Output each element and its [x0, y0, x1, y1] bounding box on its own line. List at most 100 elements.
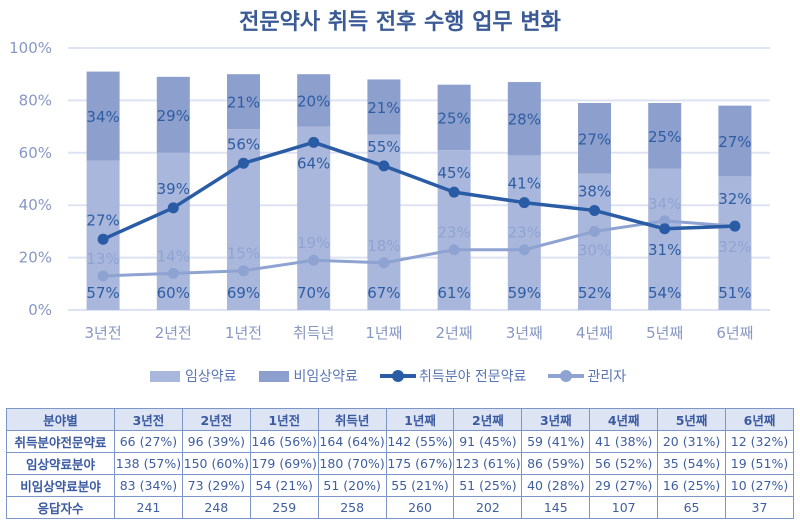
table-cell: 179 (69%) [249, 452, 319, 475]
table-header-cell: 6년째 [725, 408, 794, 431]
bar-label-clinical: 51% [718, 284, 751, 302]
table-cell: 248 [181, 496, 251, 519]
table-header-cell: 취득년 [317, 408, 387, 431]
table-cell: 107 [589, 496, 659, 519]
line-label-manager: 15% [227, 245, 260, 263]
bar-label-non-clinical: 25% [437, 109, 470, 127]
bar-non-clinical [297, 74, 331, 127]
y-tick-label: 80% [19, 91, 52, 109]
table-cell: 35 (54%) [657, 452, 727, 475]
bar-labels: 57% 34% 60% 29% 69% 21% 70% 20% 67% 21% 61% 25% 59% 2… [86, 92, 751, 302]
y-tick-label: 100% [9, 39, 52, 57]
marker-manager [238, 265, 249, 277]
x-tick-label: 2년전 [155, 324, 192, 340]
bar-clinical [718, 176, 752, 310]
bar-clinical [297, 126, 331, 310]
legend-label: 취득분야 전문약료 [418, 369, 527, 385]
line-label-manager: 23% [508, 224, 541, 242]
legend-item-non-clinical[interactable]: 비임상약료 [258, 366, 358, 386]
table-row: 임상약료분야 138 (57%) 150 (60%) 179 (69%) 180 (70… [6, 452, 794, 475]
line-manager [103, 219, 736, 278]
marker-specialist [589, 204, 600, 216]
table-cell: 66 (27%) [114, 430, 183, 453]
marker-manager [518, 244, 530, 256]
table-cell: 91 (45%) [453, 430, 523, 453]
bar-clinical [156, 152, 190, 310]
legend-item-specialist[interactable]: 취득분야 전문약료 [379, 366, 527, 386]
table-cell: 175 (67%) [385, 452, 455, 475]
line-label-specialist: 56% [227, 135, 260, 153]
bar-label-clinical: 54% [648, 284, 681, 302]
table-cell: 241 [114, 496, 183, 519]
bar-label-clinical: 69% [227, 284, 260, 302]
x-tick-label: 2년째 [436, 324, 473, 340]
line-label-specialist: 31% [648, 241, 681, 259]
bars [86, 71, 752, 310]
marker-manager [167, 267, 179, 279]
bar-label-non-clinical: 27% [578, 130, 611, 148]
table-cell: 56 (52%) [589, 452, 659, 475]
line-label-specialist: 45% [437, 164, 470, 182]
bar-label-non-clinical: 25% [648, 128, 681, 146]
y-tick-label: 60% [19, 144, 52, 162]
table-cell: 96 (39%) [181, 430, 251, 453]
bar-label-clinical: 52% [578, 284, 611, 302]
legend-item-manager[interactable]: 관리자 [548, 366, 626, 386]
table-header-cell: 2년전 [181, 408, 251, 431]
x-tick-label: 6년째 [716, 324, 753, 340]
bar-clinical [227, 129, 260, 310]
table-header-cell: 3년전 [114, 408, 183, 431]
table-header-cell: 1년째 [385, 408, 455, 431]
table-cell: 37 [725, 496, 794, 519]
line-label-manager: 18% [367, 237, 400, 255]
table-row-label: 취득분야전문약료 [6, 430, 115, 453]
line-labels: 27% 39% 56% 64% 55% 45% 41% 38% 31% 32% 13% 14% 15% 1… [86, 135, 751, 268]
bar-label-clinical: 67% [367, 284, 400, 302]
bar-non-clinical [156, 76, 190, 153]
table-row-label: 임상약료분야 [6, 452, 115, 475]
table-header-cell: 2년째 [453, 408, 523, 431]
legend-item-clinical[interactable]: 임상약료 [150, 366, 237, 386]
table-cell: 202 [453, 496, 523, 519]
x-tick-label: 1년째 [365, 324, 402, 340]
data-table: 분야별 3년전 2년전 1년전 취득년 1년째 2년째 3년째 4년째 5년째 … [6, 408, 794, 519]
bar-non-clinical [578, 103, 611, 174]
bar-non-clinical [367, 79, 401, 135]
y-tick-label: 40% [19, 196, 52, 214]
bar-label-clinical: 57% [86, 284, 119, 302]
table-row-label: 응답자수 [6, 496, 115, 519]
marker-specialist [378, 160, 390, 172]
x-tick-label: 5년째 [646, 324, 683, 340]
y-axis-ticks: 0% 20% 40% 60% 80% 100% [9, 39, 52, 319]
table-cell: 164 (64%) [317, 430, 387, 453]
table-cell: 51 (20%) [317, 474, 387, 497]
marker-specialist [729, 220, 741, 232]
table-row: 비임상약료분야 83 (34%) 73 (29%) 54 (21%) 51 (20%) 5… [6, 474, 794, 497]
bar-clinical [648, 168, 682, 310]
table-cell: 123 (61%) [453, 452, 523, 475]
bar-label-non-clinical: 28% [508, 111, 541, 129]
table-cell: 54 (21%) [249, 474, 319, 497]
line-specialist [102, 140, 735, 241]
bar-label-clinical: 59% [508, 284, 541, 302]
marker-specialist [448, 186, 460, 198]
line-label-manager: 14% [157, 247, 190, 265]
x-tick-label: 1년전 [225, 324, 262, 340]
table-cell: 258 [317, 496, 387, 519]
marker-manager [97, 270, 109, 282]
table-cell: 142 (55%) [385, 430, 455, 453]
chart-title: 전문약사 취득 전후 수행 업무 변화 [239, 10, 561, 35]
table-cell: 20 (31%) [657, 430, 727, 453]
bar-non-clinical [86, 71, 120, 161]
table-cell: 65 [657, 496, 727, 519]
legend-swatch-non-clinical [258, 370, 289, 382]
table-cell: 16 (25%) [657, 474, 727, 497]
x-tick-label: 4년째 [576, 324, 613, 340]
bar-label-non-clinical: 34% [86, 108, 119, 126]
table-cell: 10 (27%) [725, 474, 794, 497]
table-cell: 150 (60%) [181, 452, 251, 475]
legend-line-marker-icon [379, 369, 416, 383]
marker-manager [659, 215, 671, 227]
table-row: 응답자수 241 248 259 258 260 202 145 107 65 37 [6, 496, 794, 519]
marker-specialist [167, 202, 179, 214]
